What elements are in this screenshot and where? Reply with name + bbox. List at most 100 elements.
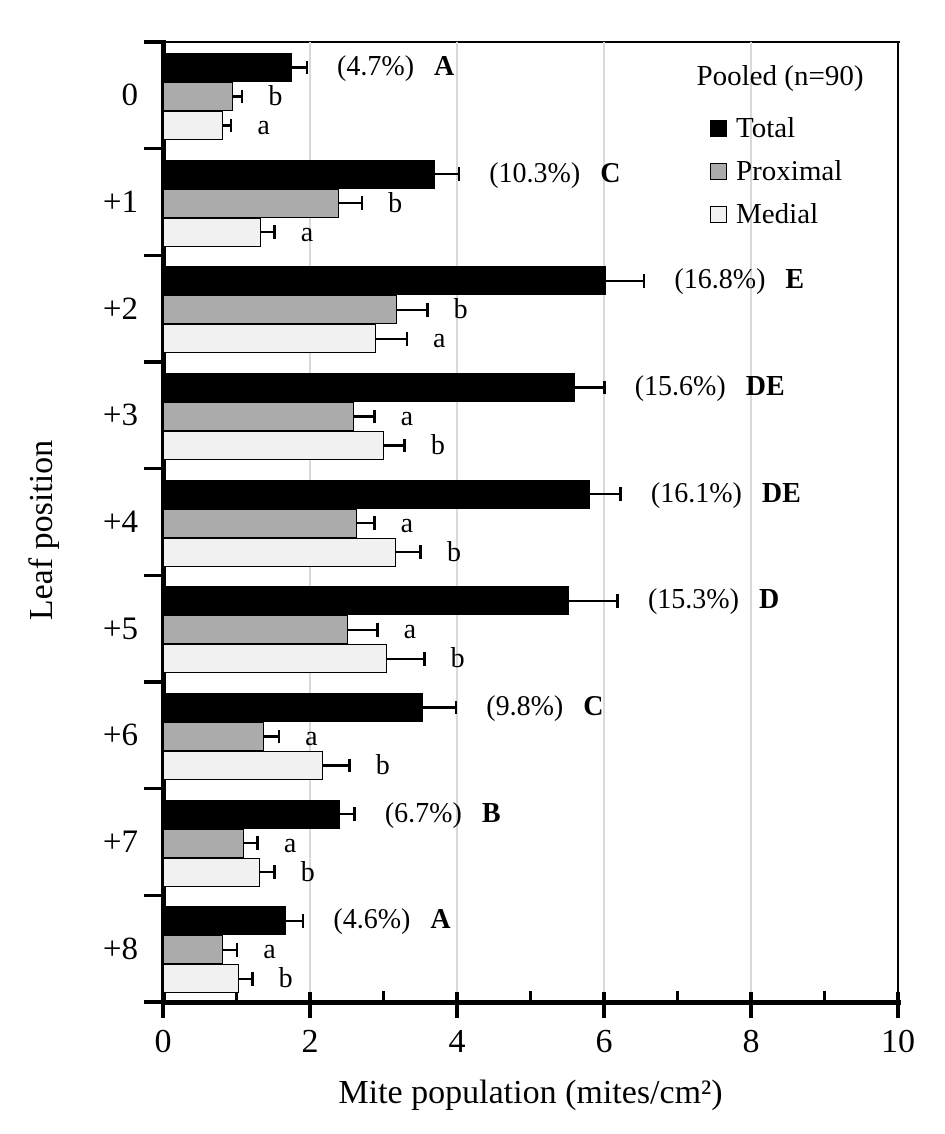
pct-label: (4.6%) [333,904,411,936]
error-bar-cap [251,972,254,986]
group-annotation: (9.8%) C [486,692,603,722]
total-bar [163,159,435,189]
sig-letter: a [257,110,270,141]
sig-letter: a [263,934,276,966]
error-bar [292,60,309,75]
error-bar [354,409,376,424]
x-axis-major-tick [455,992,459,1018]
proximal-bar [163,508,358,538]
y-tick-label: +2 [102,290,138,327]
sig-letter: b [430,430,445,461]
error-bar [568,594,619,608]
error-bar [285,914,305,928]
gridline [603,42,605,1002]
sig-letter: b [268,81,283,112]
total-bar [163,266,607,296]
y-axis-title: Leaf position [23,439,60,621]
medial-bar [163,857,261,887]
proximal-bar [163,722,265,751]
error-bar [348,623,379,637]
error-bar [223,118,233,133]
legend-label-proximal: Proximal [736,155,843,187]
error-bar-cap [603,380,606,395]
proximal-bar [163,188,340,218]
sig-letter: b [375,750,390,781]
error-bar-cap [454,700,458,715]
total-bar [163,479,591,509]
y-axis-tick [144,360,161,364]
legend-item-proximal: Proximal [710,150,905,193]
sig-letter: a [300,216,314,248]
group-annotation: (4.7%) A [337,51,455,82]
group-annotation: (16.1%) DE [651,477,801,509]
medial-bar [163,431,384,460]
error-bar [260,225,276,239]
total-bar [163,53,293,82]
error-bar-cap [277,729,281,744]
x-axis-major-tick [308,992,312,1018]
total-bar [163,693,424,722]
x-tick-label: 6 [595,1023,613,1060]
x-axis-minor-tick [823,991,826,1000]
y-axis-tick [144,146,161,151]
error-bar-cap [419,545,422,559]
x-axis-major-tick [749,992,753,1018]
proximal-bar [163,295,398,325]
sig-letter: a [400,507,414,539]
group-annotation: (4.6%) A [333,904,450,936]
error-bar-cap [642,274,646,288]
error-bar [397,303,429,317]
pct-label: (16.8%) [674,264,766,296]
group-annotation: (15.3%) D [647,584,779,616]
x-axis-line [160,999,901,1005]
error-bar-cap [348,758,351,773]
y-tick-label: +3 [102,397,138,434]
x-axis-title: Mite population (mites/cm²) [338,1074,723,1111]
error-bar-cap [273,225,276,239]
legend-label-medial: Medial [736,198,819,230]
medial-bar [163,324,377,354]
y-axis-tick [144,1000,161,1004]
y-tick-label: +6 [102,717,138,754]
x-axis-major-tick [602,992,606,1018]
error-bar [323,758,351,773]
error-bar [357,516,376,530]
total-swatch-icon [710,120,727,137]
error-bar-cap [426,303,429,317]
medial-bar [163,217,261,247]
medial-swatch-icon [710,206,727,223]
error-bar-cap [423,652,426,666]
error-bar [434,167,461,181]
y-tick-label: +1 [102,184,138,220]
pct-label: (6.7%) [384,797,462,829]
y-tick-label: 0 [121,77,139,114]
x-tick-label: 8 [742,1023,760,1060]
pct-label: (15.6%) [634,371,726,402]
error-bar-cap [619,487,622,501]
y-tick-label: +8 [102,930,138,967]
pct-label: (15.3%) [647,584,739,616]
group-letter: A [434,51,455,82]
group-letter: DE [761,477,801,509]
y-axis-tick [144,253,161,258]
right-border [897,41,899,1003]
error-bar [239,972,254,986]
error-bar-cap [360,196,364,210]
sig-letter: b [450,643,465,675]
x-tick-label: 2 [301,1023,319,1060]
y-axis-tick [144,466,161,471]
error-bar-cap [301,914,305,928]
x-tick-label: 0 [154,1023,172,1060]
error-bar-cap [353,807,356,821]
gridline [456,42,458,1002]
x-axis-minor-tick [676,991,679,1000]
y-axis-tick [144,786,161,791]
sig-letter: a [305,721,318,752]
y-axis-tick [144,40,161,44]
group-annotation: (10.3%) C [489,158,620,188]
sig-letter: a [400,401,414,432]
sig-letter: a [283,827,297,859]
total-bar [163,799,341,829]
